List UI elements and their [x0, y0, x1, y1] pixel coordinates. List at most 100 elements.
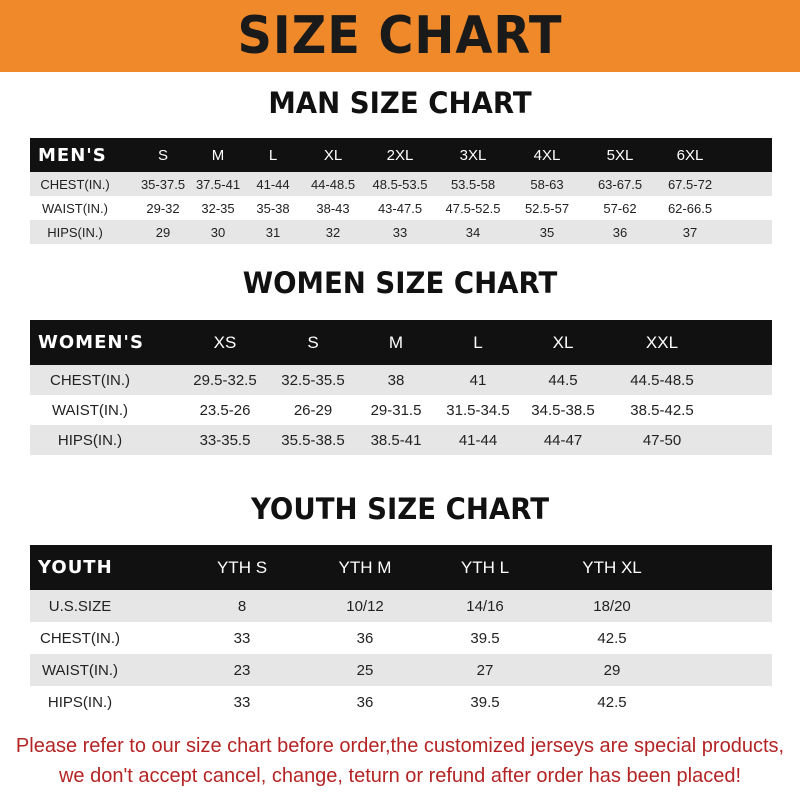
table-cell: 34 [465, 224, 481, 240]
table-corner-label: YOUTH [38, 557, 113, 578]
table-cell: 44.5-48.5 [630, 371, 694, 389]
men-title: MAN SIZE CHART [268, 86, 532, 120]
table-cell: 52.5-57 [524, 200, 570, 216]
table-cell: 33 [392, 224, 408, 240]
size-header-cell: 4XL [533, 146, 561, 164]
table-row: WAIST(IN.) 29-32 32-35 35-38 38-43 43-47.5 47.… [30, 196, 772, 220]
table-cell: 29 [155, 224, 171, 240]
size-header-cell: M [388, 332, 404, 352]
table-cell: 42.5 [597, 629, 627, 647]
table-cell: 27 [476, 661, 494, 679]
table-cell: 53.5-58 [450, 176, 496, 192]
table-cell: 58-63 [530, 176, 564, 192]
measurement-label: WAIST(IN.) [51, 401, 129, 419]
table-cell: 36 [612, 224, 628, 240]
measurement-label: U.S.SIZE [48, 597, 112, 615]
table-cell: 29-31.5 [370, 401, 422, 419]
table-cell: 23.5-26 [199, 401, 251, 419]
banner-title: SIZE CHART [237, 6, 563, 66]
table-cell: 67.5-72 [667, 176, 713, 192]
table-cell: 29-32 [146, 200, 180, 216]
table-cell: 47-50 [642, 431, 682, 449]
footer-notice-line-2: we don't accept cancel, change, teturn o… [58, 765, 742, 787]
table-cell: 25 [356, 661, 374, 679]
size-header-cell: YTH XL [582, 557, 642, 577]
table-cell: 36 [356, 629, 374, 647]
table-cell: 44-47 [543, 431, 583, 449]
size-header-cell: YTH M [338, 557, 392, 577]
size-header-cell: XL [552, 332, 574, 352]
table-row: CHEST(IN.) 33 36 39.5 42.5 [30, 622, 772, 654]
table-cell: 32-35 [201, 200, 235, 216]
table-row: HIPS(IN.) 29 30 31 32 33 34 35 36 37 [30, 220, 772, 244]
table-cell: 44.5 [548, 371, 578, 389]
size-header-cell: 2XL [386, 146, 414, 164]
table-row: CHEST(IN.) 35-37.5 37.5-41 41-44 44-48.5 48.5… [30, 172, 772, 196]
table-cell: 38.5-41 [370, 431, 422, 449]
table-cell: 26-29 [293, 401, 333, 419]
size-header-cell: S [157, 146, 169, 164]
table-cell: 57-62 [603, 200, 637, 216]
size-header-cell: XL [323, 146, 343, 164]
measurement-label: HIPS(IN.) [47, 224, 103, 240]
size-header-cell: L [473, 332, 483, 352]
women-title: WOMEN SIZE CHART [242, 266, 558, 300]
table-cell: 31.5-34.5 [446, 401, 510, 419]
size-header-cell: M [211, 146, 225, 164]
table-cell: 14/16 [466, 597, 504, 615]
table-cell: 33 [233, 693, 251, 711]
youth-title: YOUTH SIZE CHART [250, 492, 550, 526]
table-cell: 29 [603, 661, 621, 679]
table-cell: 38.5-42.5 [630, 401, 694, 419]
size-header-cell: S [307, 332, 319, 352]
size-header-cell: YTH L [460, 557, 510, 577]
measurement-label: WAIST(IN.) [41, 661, 119, 679]
table-cell: 62-66.5 [667, 200, 713, 216]
table-header-row: MEN'S S M L XL 2XL 3XL 4XL 5XL 6XL [30, 138, 772, 172]
table-cell: 43-47.5 [377, 200, 423, 216]
table-cell: 35 [539, 224, 555, 240]
table-cell: 29.5-32.5 [193, 371, 257, 389]
table-cell: 34.5-38.5 [531, 401, 595, 419]
table-cell: 33 [233, 629, 251, 647]
measurement-label: HIPS(IN.) [47, 693, 113, 711]
size-header-cell: YTH S [216, 557, 268, 577]
size-header-cell: L [268, 146, 278, 164]
table-cell: 41-44 [458, 431, 498, 449]
table-cell: 37.5-41 [195, 176, 241, 192]
measurement-label: WAIST(IN.) [42, 200, 108, 216]
table-cell: 35.5-38.5 [281, 431, 345, 449]
table-cell: 32.5-35.5 [281, 371, 345, 389]
table-row: CHEST(IN.) 29.5-32.5 32.5-35.5 38 41 44.5 44.5… [30, 365, 772, 395]
table-row: U.S.SIZE 8 10/12 14/16 18/20 [30, 590, 772, 622]
table-header-row: WOMEN'S XS S M L XL XXL [30, 320, 772, 365]
table-cell: 44-48.5 [310, 176, 356, 192]
table-row: WAIST(IN.) 23 25 27 29 [30, 654, 772, 686]
table-cell: 42.5 [597, 693, 627, 711]
table-cell: 37 [682, 224, 698, 240]
table-cell: 41 [469, 371, 487, 389]
table-cell: 47.5-52.5 [445, 200, 501, 216]
table-cell: 32 [325, 224, 341, 240]
table-cell: 38 [387, 371, 405, 389]
table-cell: 8 [237, 597, 247, 615]
table-cell: 23 [233, 661, 251, 679]
size-header-cell: XS [213, 332, 237, 352]
table-corner-label: WOMEN'S [38, 332, 144, 353]
table-cell: 63-67.5 [597, 176, 643, 192]
size-header-cell: 3XL [459, 146, 487, 164]
table-cell: 18/20 [593, 597, 631, 615]
table-cell: 10/12 [346, 597, 384, 615]
table-cell: 36 [356, 693, 374, 711]
measurement-label: CHEST(IN.) [50, 371, 130, 389]
table-cell: 39.5 [470, 693, 500, 711]
table-cell: 39.5 [470, 629, 500, 647]
table-cell: 35-38 [256, 200, 290, 216]
table-cell: 30 [210, 224, 226, 240]
table-cell: 33-35.5 [199, 431, 251, 449]
measurement-label: CHEST(IN.) [40, 176, 110, 192]
measurement-label: CHEST(IN.) [40, 629, 120, 647]
table-corner-label: MEN'S [38, 144, 107, 166]
table-cell: 38-43 [316, 200, 350, 216]
size-header-cell: XXL [645, 332, 679, 352]
